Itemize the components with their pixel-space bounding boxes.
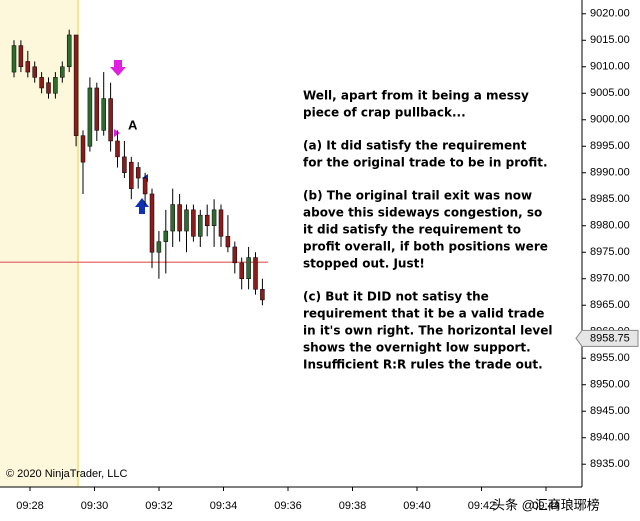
annotation-line: shows the overnight low support.: [303, 341, 531, 355]
x-tick-label: 09:30: [81, 500, 109, 512]
y-tick-label: 9020.00: [590, 8, 630, 20]
x-tick-label: 09:36: [274, 500, 302, 512]
y-tick-label: 8945.00: [590, 405, 630, 417]
annotation-line: above this sideways congestion, so: [303, 206, 542, 220]
x-tick-label: 09:34: [210, 500, 238, 512]
up-arrow: [135, 198, 149, 214]
candle-body: [39, 77, 44, 89]
y-tick-label: 9000.00: [590, 114, 630, 126]
candle-body: [232, 246, 238, 264]
candle-body: [253, 257, 258, 290]
y-tick-label: 9005.00: [590, 87, 630, 99]
candle-body: [60, 66, 65, 78]
y-tick-label: 9015.00: [590, 34, 630, 46]
y-tick-label: 8955.00: [590, 352, 630, 364]
annotation-line: piece of crap pullback...: [303, 106, 466, 120]
x-tick-label: 09:32: [145, 500, 173, 512]
y-tick-label: 8965.00: [590, 299, 630, 311]
annotation-line: profit overall, if both positions were: [303, 240, 548, 254]
candle-body: [260, 289, 265, 301]
candle-body: [184, 209, 189, 232]
x-tick-label: 09:38: [339, 500, 367, 512]
candle-body: [122, 156, 127, 174]
candle-body: [156, 241, 162, 253]
down-arrow: [110, 60, 126, 76]
x-tick-label: 09:40: [403, 500, 431, 512]
x-tick-label: 09:42: [468, 500, 496, 512]
copyright: © 2020 NinjaTrader, LLC: [6, 468, 127, 480]
candle-body: [198, 214, 203, 237]
candle-body: [163, 230, 169, 242]
marker-label: A: [128, 117, 138, 132]
y-tick-label: 8995.00: [590, 140, 630, 152]
watermark: 头条 @汇商琅琊榜: [492, 497, 600, 512]
annotation-line: for the original trade to be in profit.: [303, 156, 548, 170]
candle-body: [218, 209, 224, 237]
candle-body: [101, 98, 106, 131]
y-tick-label: 8975.00: [590, 246, 630, 258]
annotation-line: Insufficient R:R rules the trade out.: [303, 358, 543, 372]
x-tick-label: 09:28: [16, 500, 44, 512]
annotation-line: in it's own right. The horizontal level: [303, 324, 552, 338]
y-tick-label: 8940.00: [590, 432, 630, 444]
y-tick-label: 8990.00: [590, 167, 630, 179]
candle-body: [94, 87, 100, 131]
annotation-line: (a) It did satisfy the requirement: [303, 139, 527, 153]
candle-body: [239, 262, 244, 279]
annotation-line: it did satisfy the requirement to: [303, 223, 521, 237]
annotation-line: requirement that it be a valid trade: [303, 307, 544, 321]
candle-body: [46, 82, 51, 94]
candle-body: [11, 45, 17, 73]
y-tick-label: 8980.00: [590, 220, 630, 232]
candle-body: [142, 177, 148, 195]
candle-body: [53, 77, 58, 94]
last-price-label: 8958.75: [590, 332, 630, 344]
annotation-line: stopped out. Just!: [303, 257, 425, 271]
candle-body: [80, 135, 86, 163]
candle-body: [177, 204, 182, 232]
candle-body: [108, 98, 113, 142]
candle-body: [129, 161, 134, 189]
candle-body: [191, 209, 196, 237]
y-tick-label: 9010.00: [590, 61, 630, 73]
y-tick-label: 8935.00: [590, 458, 630, 470]
candle-body: [32, 66, 37, 78]
x-tick-label: 09:44: [532, 500, 560, 512]
y-tick-label: 8970.00: [590, 273, 630, 285]
candle-body: [87, 87, 93, 147]
candle-body: [115, 140, 120, 158]
annotation-line: Well, apart from it being a messy: [303, 89, 529, 103]
candle-body: [170, 204, 175, 232]
candle-body: [225, 236, 231, 248]
annotation-line: (b) The original trail exit was now: [303, 189, 532, 203]
candle-body: [73, 34, 79, 136]
candle-body: [135, 167, 141, 179]
y-tick-label: 8950.00: [590, 379, 630, 391]
last-price-marker: [575, 329, 639, 347]
candle-body: [211, 209, 217, 226]
candle-body: [246, 257, 251, 279]
candle-body: [149, 193, 155, 253]
y-tick-label: 8985.00: [590, 193, 630, 205]
session-shading: [0, 0, 78, 487]
candle-body: [66, 34, 72, 68]
annotation-line: (c) But it DID not satisy the: [303, 290, 489, 304]
candle-body: [204, 214, 210, 226]
candle-body: [25, 61, 31, 73]
candle-body: [18, 45, 24, 68]
